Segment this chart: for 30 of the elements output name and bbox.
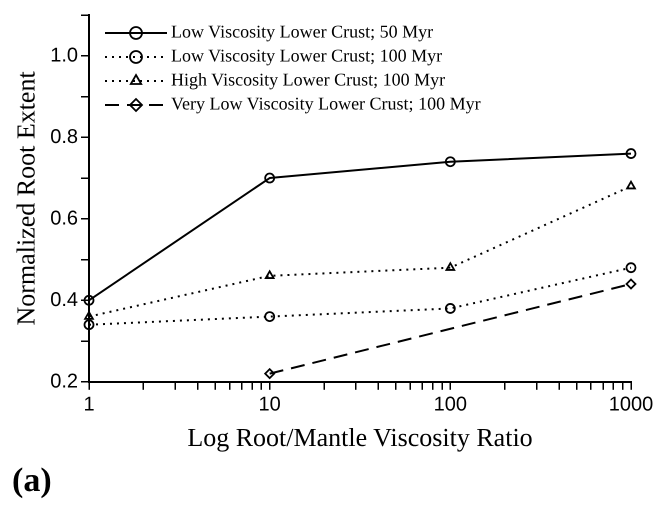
y-axis-title: Normalized Root Extent <box>11 70 40 326</box>
point <box>446 262 456 271</box>
x-tick-label: 1 <box>83 393 95 416</box>
point <box>626 278 636 290</box>
x-tick-label: 10 <box>258 393 281 416</box>
point <box>264 368 276 380</box>
point <box>264 311 276 322</box>
point <box>444 303 456 314</box>
y-tick-label: 0.6 <box>50 207 78 230</box>
legend-label: High Viscosity Lower Crust; 100 Myr <box>171 70 446 90</box>
point <box>84 319 94 330</box>
point <box>626 148 636 159</box>
legend-label: Low Viscosity Lower Crust; 100 Myr <box>171 46 442 66</box>
point <box>626 262 636 274</box>
legend-label: Very Low Viscosity Lower Crust; 100 Myr <box>171 94 481 114</box>
point <box>84 311 94 320</box>
y-tick-label: 0.4 <box>50 288 78 311</box>
x-tick-label: 1000 <box>608 393 654 416</box>
legend-label: Low Viscosity Lower Crust; 50 Myr <box>171 22 434 42</box>
y-tick-label: 1.0 <box>50 44 78 66</box>
x-tick-label: 100 <box>434 393 468 416</box>
y-tick-label: 0.8 <box>50 126 78 148</box>
point <box>444 156 456 168</box>
point <box>264 172 276 184</box>
point <box>264 270 274 279</box>
x-axis-title: Log Root/Mantle Viscosity Ratio <box>187 423 533 452</box>
point <box>84 294 94 306</box>
text: (a) <box>12 462 52 499</box>
y-tick-label: 0.2 <box>50 370 78 392</box>
point <box>626 180 636 190</box>
